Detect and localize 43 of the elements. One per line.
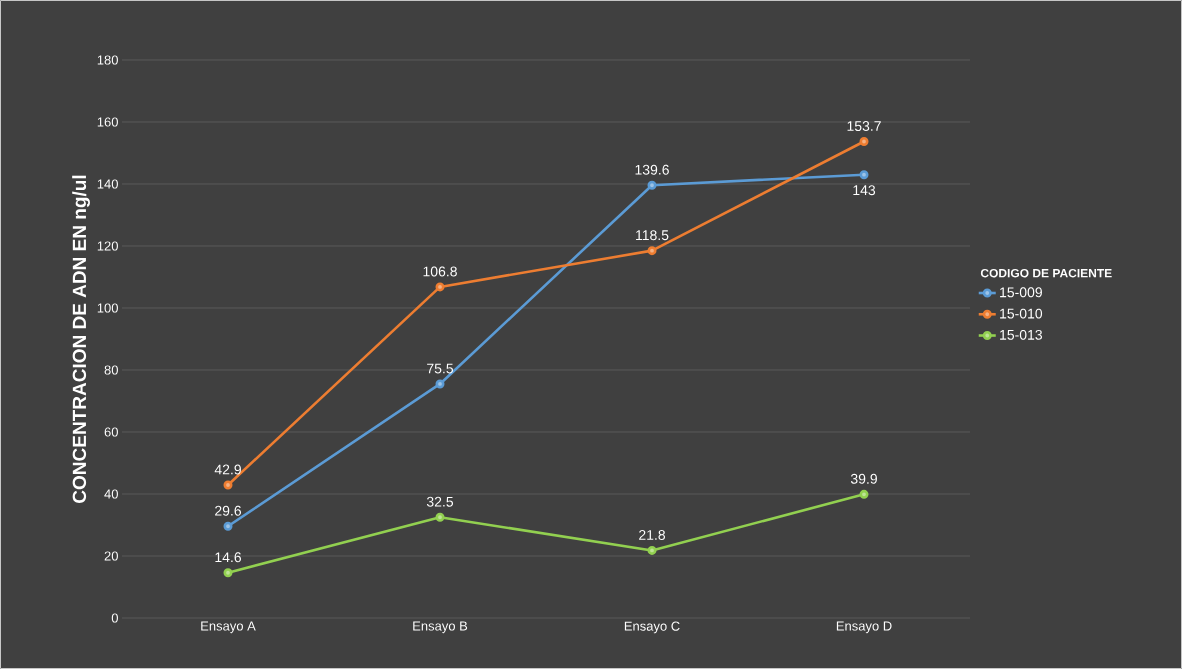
legend-title: CODIGO DE PACIENTE (980, 268, 1112, 278)
data-label: 32.5 (426, 496, 454, 507)
data-label: 143 (853, 185, 876, 196)
data-label: 39.9 (850, 473, 877, 484)
data-label: 106.8 (423, 266, 457, 277)
y-tick-label: 0 (111, 613, 118, 623)
x-tick-label: Ensayo D (836, 621, 892, 634)
data-label: 29.6 (215, 505, 242, 516)
y-tick-label: 80 (104, 365, 118, 375)
point (647, 545, 657, 555)
point (435, 379, 445, 389)
x-tick-label: Ensayo C (624, 621, 680, 634)
y-tick-label: 120 (97, 241, 118, 251)
legend-label: 15-010 (1000, 308, 1043, 319)
legend-label: 15-009 (1000, 287, 1042, 298)
data-label: 75.5 (427, 363, 454, 374)
point (859, 489, 869, 499)
y-tick-label: 20 (104, 551, 118, 561)
y-tick-label: 60 (104, 427, 118, 437)
point (223, 521, 233, 531)
data-label: 139.6 (635, 164, 669, 175)
y-tick-label: 180 (97, 55, 118, 65)
point (435, 282, 445, 292)
x-tick-label: Ensayo B (413, 621, 468, 634)
legend-label: 15-013 (1000, 329, 1043, 340)
data-label: 42.9 (214, 464, 241, 475)
y-tick-label: 160 (97, 117, 118, 127)
y-tick-label: 40 (104, 489, 118, 499)
x-tick-label: Ensayo A (201, 621, 256, 634)
data-label: 118.5 (636, 230, 669, 241)
data-label: 21.8 (639, 529, 666, 540)
point (223, 568, 233, 578)
point (223, 480, 233, 490)
y-tick-label: 100 (97, 303, 118, 313)
point (859, 170, 869, 180)
y-axis-title: CONCENTRACION DE ADN EN ng/ul (72, 175, 90, 503)
data-label: 14.6 (215, 552, 242, 563)
y-tick-label: 140 (97, 179, 118, 189)
data-label: 153.7 (847, 121, 881, 132)
point (647, 246, 657, 256)
point (435, 512, 445, 522)
point (859, 137, 869, 147)
point (647, 180, 657, 190)
